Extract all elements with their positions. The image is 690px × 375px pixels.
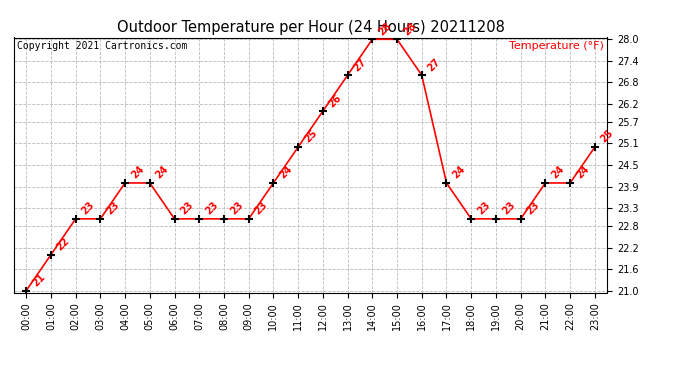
Title: Outdoor Temperature per Hour (24 Hours) 20211208: Outdoor Temperature per Hour (24 Hours) … bbox=[117, 20, 504, 35]
Text: 23: 23 bbox=[500, 200, 517, 217]
Text: 21: 21 bbox=[30, 272, 47, 288]
Text: 25: 25 bbox=[302, 128, 319, 145]
Text: 24: 24 bbox=[277, 164, 294, 181]
Text: 23: 23 bbox=[253, 200, 270, 217]
Text: Copyright 2021 Cartronics.com: Copyright 2021 Cartronics.com bbox=[17, 41, 187, 51]
Text: 23: 23 bbox=[179, 200, 195, 217]
Text: 23: 23 bbox=[104, 200, 121, 217]
Text: 28: 28 bbox=[401, 20, 418, 37]
Text: 25: 25 bbox=[599, 128, 615, 145]
Text: 27: 27 bbox=[352, 56, 368, 73]
Text: 24: 24 bbox=[154, 164, 170, 181]
Text: 27: 27 bbox=[426, 56, 442, 73]
Text: 23: 23 bbox=[204, 200, 220, 217]
Text: Temperature (°F): Temperature (°F) bbox=[509, 41, 604, 51]
Text: 23: 23 bbox=[525, 200, 542, 217]
Text: 26: 26 bbox=[327, 92, 344, 109]
Text: 23: 23 bbox=[80, 200, 97, 217]
Text: 24: 24 bbox=[451, 164, 467, 181]
Text: 22: 22 bbox=[55, 236, 72, 253]
Text: 24: 24 bbox=[549, 164, 566, 181]
Text: 23: 23 bbox=[475, 200, 492, 217]
Text: 24: 24 bbox=[129, 164, 146, 181]
Text: 23: 23 bbox=[228, 200, 245, 217]
Text: 24: 24 bbox=[574, 164, 591, 181]
Text: 28: 28 bbox=[377, 20, 393, 37]
